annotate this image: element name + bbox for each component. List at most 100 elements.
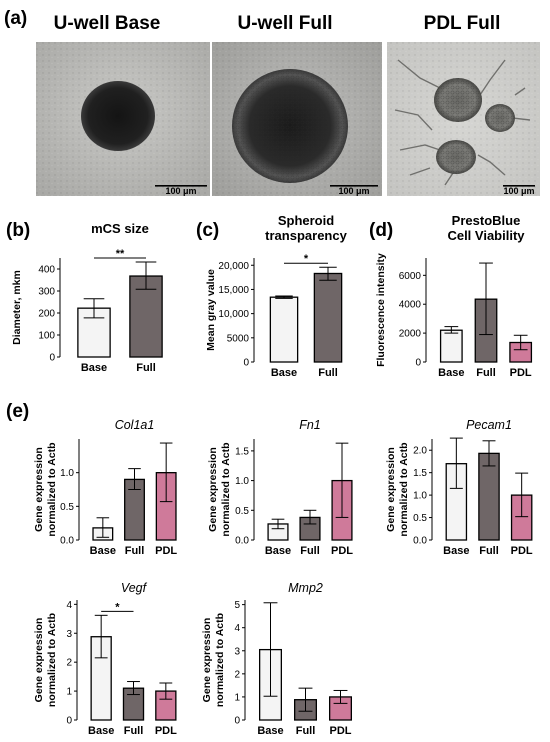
- category-label: Full: [318, 367, 338, 379]
- chart-title: Col1a1: [115, 418, 155, 432]
- spheroid-base: [81, 81, 155, 151]
- pdl-cell-processes: [394, 59, 531, 186]
- y-axis-label: Fluorescence intensity: [375, 253, 387, 367]
- category-label: Full: [296, 725, 316, 737]
- category-label: Base: [443, 545, 469, 557]
- y-tick-label: 1: [234, 692, 240, 703]
- y-tick-label: 20,000: [218, 261, 249, 272]
- chart-col1a1: Col1a1 0.0 0.5 1.0 Gene expression normalized…: [33, 418, 177, 557]
- y-tick-label: 4: [66, 600, 72, 611]
- category-label: Base: [257, 725, 283, 737]
- scale-bar-label: 100 μm: [338, 186, 369, 196]
- y-tick-label: 200: [38, 309, 55, 320]
- category-label: Full: [300, 545, 320, 557]
- chart-title: Fn1: [299, 418, 321, 432]
- significance-marker: **: [116, 248, 125, 260]
- y-tick-label: 0.5: [60, 502, 74, 513]
- y-tick-label: 0.5: [413, 513, 427, 524]
- bar-base: [439, 329, 463, 363]
- panel-label-d: (d): [369, 220, 393, 241]
- category-label: PDL: [510, 367, 532, 379]
- micrograph-pdl: 100 μm: [387, 42, 540, 196]
- scale-bar: [330, 185, 378, 187]
- y-tick-label: 0: [243, 358, 249, 369]
- y-axis-label: Diameter, mkm: [11, 270, 23, 345]
- chart-title: Cell Viability: [447, 228, 525, 243]
- category-label: Base: [88, 725, 114, 737]
- y-axis-label: normalized to Actb: [398, 442, 410, 536]
- y-tick-label: 2.0: [413, 446, 427, 457]
- category-label: Base: [81, 362, 107, 374]
- y-tick-label: 300: [38, 287, 55, 298]
- y-tick-label: 5: [234, 600, 240, 611]
- chart-title: mCS size: [91, 221, 149, 236]
- panel-label-b: (b): [6, 220, 30, 241]
- category-label: Base: [438, 367, 464, 379]
- y-axis-label: normalized to Actb: [46, 442, 58, 536]
- chart-vegf: Vegf 0 1 2 3 4 Gene expression normalized to Ac…: [33, 581, 177, 737]
- chart-title: PrestoBlue: [452, 213, 521, 228]
- category-label: PDL: [155, 725, 177, 737]
- category-label: Base: [271, 367, 297, 379]
- chart-title: Mmp2: [288, 581, 323, 595]
- y-axis-label: Gene expression: [33, 618, 45, 703]
- category-label: Full: [136, 362, 156, 374]
- chart-mcs-size: mCS size 0 100 200 300 400 Diameter, mkm Base Fu…: [11, 221, 163, 374]
- y-tick-label: 0: [415, 358, 421, 369]
- y-axis-label: Gene expression: [201, 618, 213, 703]
- y-tick-label: 0: [49, 353, 55, 364]
- chart-pecam1: Pecam1 0.0 0.5 1.0 1.5 2.0 Gene expression norm…: [385, 418, 533, 557]
- y-tick-label: 3: [66, 629, 72, 640]
- category-label: Base: [265, 545, 291, 557]
- y-axis-label: Gene expression: [33, 447, 45, 532]
- chart-mmp2: Mmp2 0 1 2 3 4 5 Gene expression normalized to A…: [201, 581, 352, 737]
- category-label: Full: [124, 725, 144, 737]
- scale-bar: [503, 185, 535, 187]
- significance-marker: *: [115, 601, 120, 613]
- panel-label-a: (a): [4, 8, 27, 29]
- chart-title: Vegf: [121, 581, 148, 595]
- y-tick-label: 3: [234, 646, 240, 657]
- category-label: Base: [90, 545, 116, 557]
- category-label: Full: [479, 545, 499, 557]
- y-tick-label: 4: [234, 623, 240, 634]
- y-axis-label: Mean gray value: [205, 269, 217, 351]
- category-label: PDL: [331, 545, 353, 557]
- panel-label-c: (c): [196, 220, 219, 241]
- bar-full: [313, 272, 343, 363]
- y-tick-label: 4000: [399, 300, 422, 311]
- y-axis-label: normalized to Actb: [220, 442, 232, 536]
- y-tick-label: 1.0: [235, 476, 249, 487]
- y-axis-label: Gene expression: [207, 447, 219, 532]
- y-tick-label: 1: [66, 687, 72, 698]
- scale-bar: [155, 185, 207, 187]
- category-label: PDL: [155, 545, 177, 557]
- y-tick-label: 1.0: [60, 468, 74, 479]
- category-label: Full: [476, 367, 496, 379]
- panel-label-e: (e): [6, 401, 29, 422]
- chart-fn1: Fn1 0.0 0.5 1.0 1.5 Gene expression normalized…: [207, 418, 353, 557]
- y-tick-label: 2000: [399, 329, 422, 340]
- y-tick-label: 2: [234, 669, 240, 680]
- scale-bar-label: 100 μm: [165, 186, 196, 196]
- y-tick-label: 0.0: [413, 536, 427, 547]
- category-label: PDL: [330, 725, 352, 737]
- y-tick-label: 1.5: [413, 468, 427, 479]
- chart-title: Pecam1: [466, 418, 512, 432]
- y-tick-label: 100: [38, 331, 55, 342]
- bar-base: [269, 296, 299, 363]
- chart-title: Spheroid: [278, 213, 334, 228]
- micrograph-full: 100 μm: [212, 42, 382, 196]
- y-tick-label: 0: [234, 716, 240, 727]
- micrograph-title-full: U-well Full: [238, 13, 333, 34]
- y-tick-label: 0: [66, 716, 72, 727]
- y-tick-label: 0.0: [235, 536, 249, 547]
- y-axis-label: Gene expression: [385, 447, 397, 532]
- y-axis-label: normalized to Actb: [214, 613, 226, 707]
- y-tick-label: 0.0: [60, 536, 74, 547]
- y-tick-label: 1.5: [235, 446, 249, 457]
- category-label: Full: [125, 545, 145, 557]
